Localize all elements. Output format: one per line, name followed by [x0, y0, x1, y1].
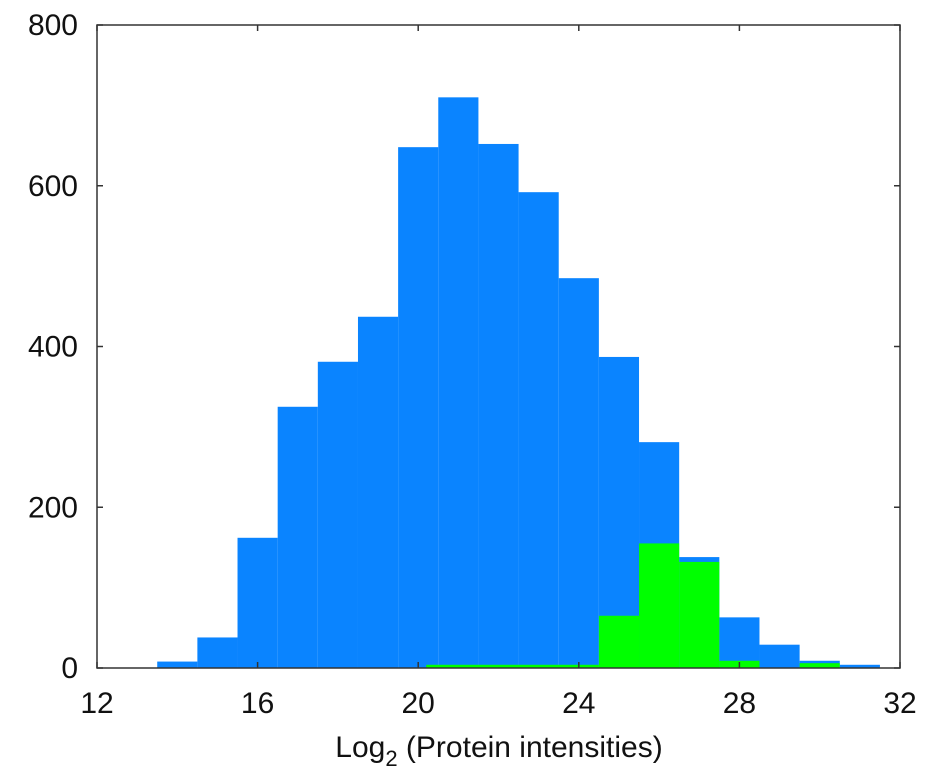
x-tick-label: 28 [723, 687, 756, 720]
histogram-bar-s0-8 [478, 143, 519, 668]
histogram-bar-s0-15 [759, 644, 800, 668]
histogram-bar-s1-2 [639, 543, 680, 668]
y-tick-label: 800 [28, 9, 78, 42]
x-tick-label: 16 [241, 687, 274, 720]
ticks-layer [96, 24, 901, 669]
bars-layer [157, 97, 880, 669]
histogram-bar-s1-5 [799, 663, 840, 668]
x-tick-label: 12 [80, 687, 113, 720]
histogram-bar-s0-5 [357, 316, 399, 668]
x-tick-label: 20 [402, 687, 435, 720]
histogram-bar-s0-4 [317, 361, 358, 668]
x-tick-label: 24 [562, 687, 595, 720]
histogram-bar-s0-6 [398, 147, 439, 669]
histogram-bar-s0-10 [558, 278, 599, 668]
y-tick-label: 600 [28, 170, 78, 203]
histogram-bar-s1-0 [426, 664, 599, 668]
histogram-bar-s0-2 [237, 537, 278, 668]
histogram-bar-s0-3 [277, 406, 318, 668]
histogram-bar-s0-0 [157, 661, 198, 668]
histogram-bar-s0-9 [518, 192, 559, 668]
histogram-bar-s1-1 [598, 615, 640, 668]
y-tick-label: 400 [28, 331, 78, 364]
histogram-bar-s0-17 [839, 664, 880, 668]
x-tick-label: 32 [883, 687, 916, 720]
histogram-bar-s0-7 [438, 97, 479, 668]
x-axis-label: Log2 (Protein intensities) [335, 731, 662, 771]
tick-labels-layer: 12 16 20 24 28 32 0 200 400 600 800 [28, 9, 917, 720]
histogram-bar-s0-14 [719, 617, 760, 668]
y-tick-label: 200 [28, 491, 78, 524]
histogram-bar-s1-3 [679, 561, 720, 668]
histogram-bar-s0-1 [197, 637, 238, 668]
y-tick-label: 0 [61, 652, 78, 685]
